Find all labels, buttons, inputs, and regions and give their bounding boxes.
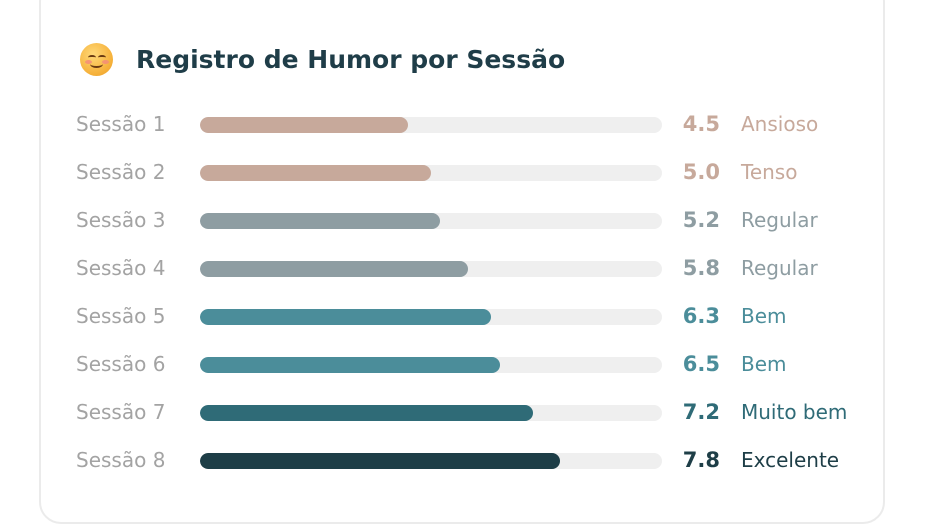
mood-bar <box>200 213 441 229</box>
session-label: Sessão 6 <box>76 352 166 376</box>
mood-bar <box>200 165 431 181</box>
mood-label: Excelente <box>741 448 840 472</box>
session-row: Sessão 3 5.2 Regular <box>0 209 950 257</box>
mood-bar <box>200 453 561 469</box>
bar-track <box>200 309 662 325</box>
session-label: Sessão 4 <box>76 256 166 280</box>
session-label: Sessão 7 <box>76 400 166 424</box>
bar-track <box>200 165 662 181</box>
mood-label: Bem <box>741 304 787 328</box>
mood-bar <box>200 117 408 133</box>
session-label: Sessão 2 <box>76 160 166 184</box>
bar-track <box>200 405 662 421</box>
mood-label: Regular <box>741 208 818 232</box>
session-label: Sessão 3 <box>76 208 166 232</box>
mood-bar <box>200 309 492 325</box>
bar-track <box>200 117 662 133</box>
mood-score: 7.8 <box>682 448 720 472</box>
mood-score: 6.3 <box>682 304 720 328</box>
mood-label: Ansioso <box>741 112 819 136</box>
mood-score: 4.5 <box>682 112 720 136</box>
mood-label: Muito bem <box>741 400 848 424</box>
bar-track <box>200 357 662 373</box>
session-row: Sessão 6 6.5 Bem <box>0 353 950 401</box>
bar-track <box>200 453 662 469</box>
session-row: Sessão 5 6.3 Bem <box>0 305 950 353</box>
session-row: Sessão 2 5.0 Tenso <box>0 161 950 209</box>
session-row: Sessão 1 4.5 Ansioso <box>0 113 950 161</box>
session-label: Sessão 5 <box>76 304 166 328</box>
session-label: Sessão 8 <box>76 448 166 472</box>
session-row: Sessão 7 7.2 Muito bem <box>0 401 950 449</box>
mood-score: 7.2 <box>682 400 720 424</box>
card-title: Registro de Humor por Sessão <box>136 45 566 74</box>
mood-label: Regular <box>741 256 818 280</box>
mood-label: Bem <box>741 352 787 376</box>
mood-score: 5.8 <box>682 256 720 280</box>
mood-bar <box>200 261 468 277</box>
mood-bar <box>200 357 501 373</box>
mood-bar <box>200 405 533 421</box>
mood-score: 5.2 <box>682 208 720 232</box>
bar-track <box>200 261 662 277</box>
session-label: Sessão 1 <box>76 112 166 136</box>
session-row: Sessão 8 7.8 Excelente <box>0 449 950 497</box>
mood-score: 5.0 <box>682 160 720 184</box>
session-row: Sessão 4 5.8 Regular <box>0 257 950 305</box>
bar-track <box>200 213 662 229</box>
mood-score: 6.5 <box>682 352 720 376</box>
mood-label: Tenso <box>741 160 798 184</box>
smiling-face-icon <box>80 43 113 76</box>
